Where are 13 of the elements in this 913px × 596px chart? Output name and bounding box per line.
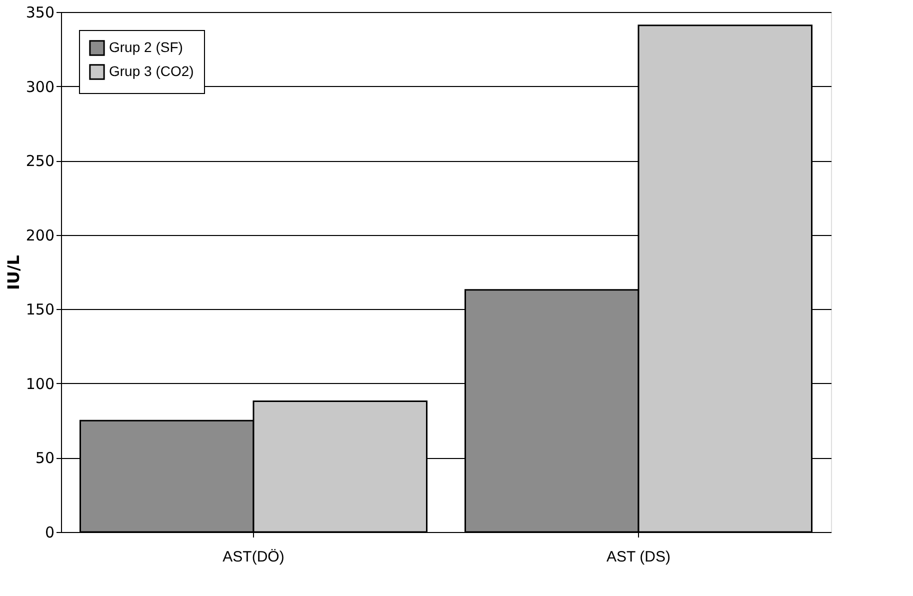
y-axis-title: IU/L: [4, 255, 23, 290]
y-tick-label: 350: [26, 4, 54, 22]
y-tick-label: 100: [26, 374, 54, 393]
y-tick-label: 200: [26, 226, 54, 244]
x-tick-label: AST(DÖ): [222, 548, 284, 566]
legend-label: Grup 3 (CO2): [109, 63, 194, 79]
y-tick-label: 0: [44, 524, 54, 542]
legend-label: Grup 2 (SF): [109, 39, 183, 55]
x-tick-label: AST (DS): [606, 548, 670, 566]
y-tick-label: 50: [35, 449, 54, 468]
y-tick-label: 250: [26, 152, 54, 170]
y-tick-label: 150: [26, 300, 54, 319]
y-tick-label: 300: [26, 78, 54, 96]
